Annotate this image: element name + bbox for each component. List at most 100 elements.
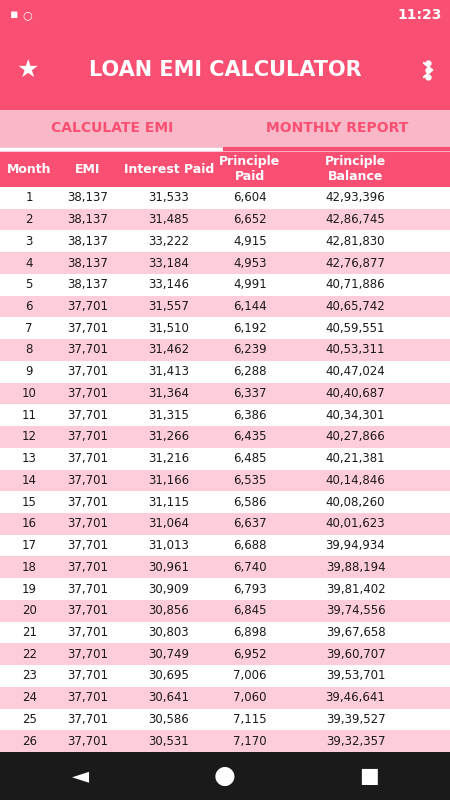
Bar [0, 30, 450, 110]
Text: 7,115: 7,115 [233, 713, 266, 726]
Text: 25: 25 [22, 713, 37, 726]
Text: LOAN EMI CALCULATOR: LOAN EMI CALCULATOR [89, 60, 361, 80]
Text: ◄: ◄ [72, 766, 90, 786]
Text: 15: 15 [22, 495, 37, 509]
Text: ■: ■ [359, 766, 379, 786]
Text: 6,652: 6,652 [233, 213, 266, 226]
Bar [0, 643, 450, 665]
Bar [0, 470, 450, 491]
Text: 42,76,877: 42,76,877 [325, 257, 386, 270]
Text: 39,53,701: 39,53,701 [326, 670, 385, 682]
Bar [0, 0, 450, 30]
Text: 4,915: 4,915 [233, 235, 266, 248]
Bar [0, 187, 450, 209]
Text: 40,08,260: 40,08,260 [326, 495, 385, 509]
Text: 40,65,742: 40,65,742 [326, 300, 385, 313]
Text: 37,701: 37,701 [67, 734, 108, 748]
Text: 37,701: 37,701 [67, 300, 108, 313]
Text: 33,222: 33,222 [148, 235, 189, 248]
Text: 30,695: 30,695 [148, 670, 189, 682]
Text: 40,59,551: 40,59,551 [326, 322, 385, 334]
Text: 40,34,301: 40,34,301 [326, 409, 385, 422]
Text: 31,266: 31,266 [148, 430, 189, 443]
Bar [0, 491, 450, 513]
Text: 7,170: 7,170 [233, 734, 266, 748]
Text: 6,604: 6,604 [233, 191, 266, 204]
Text: 6,192: 6,192 [233, 322, 266, 334]
Text: 23: 23 [22, 670, 37, 682]
Text: 38,137: 38,137 [68, 235, 108, 248]
Text: 39,94,934: 39,94,934 [326, 539, 385, 552]
Text: 42,81,830: 42,81,830 [326, 235, 385, 248]
Text: 42,93,396: 42,93,396 [326, 191, 385, 204]
Text: 6,144: 6,144 [233, 300, 266, 313]
Text: 6,740: 6,740 [233, 561, 266, 574]
Bar [0, 318, 450, 339]
Text: 39,88,194: 39,88,194 [326, 561, 385, 574]
Text: 37,701: 37,701 [67, 691, 108, 704]
Text: 6,898: 6,898 [233, 626, 266, 639]
Text: 37,701: 37,701 [67, 474, 108, 487]
Text: 38,137: 38,137 [68, 278, 108, 291]
Text: 6,688: 6,688 [233, 539, 266, 552]
Text: 20: 20 [22, 604, 37, 618]
Bar [0, 296, 450, 318]
Text: 39,60,707: 39,60,707 [326, 648, 385, 661]
Text: 38,137: 38,137 [68, 191, 108, 204]
Text: 7,060: 7,060 [233, 691, 266, 704]
Text: 38,137: 38,137 [68, 213, 108, 226]
Text: 31,166: 31,166 [148, 474, 189, 487]
Text: 31,462: 31,462 [148, 343, 189, 357]
Bar [0, 426, 450, 448]
Text: 7: 7 [26, 322, 33, 334]
Text: 22: 22 [22, 648, 37, 661]
Text: 33,146: 33,146 [148, 278, 189, 291]
Text: 31,315: 31,315 [148, 409, 189, 422]
Bar [0, 110, 450, 152]
Text: 37,701: 37,701 [67, 670, 108, 682]
Text: 40,01,623: 40,01,623 [326, 518, 385, 530]
Text: 19: 19 [22, 582, 37, 595]
Text: 37,701: 37,701 [67, 626, 108, 639]
Bar [0, 578, 450, 600]
Text: 40,21,381: 40,21,381 [326, 452, 385, 465]
Text: 26: 26 [22, 734, 37, 748]
Text: 37,701: 37,701 [67, 452, 108, 465]
Text: 31,533: 31,533 [148, 191, 189, 204]
Text: 12: 12 [22, 430, 37, 443]
Text: 4,991: 4,991 [233, 278, 266, 291]
Text: 6,952: 6,952 [233, 648, 266, 661]
Text: 10: 10 [22, 387, 37, 400]
Text: 39,32,357: 39,32,357 [326, 734, 385, 748]
Text: 30,586: 30,586 [148, 713, 189, 726]
Text: Principle
Balance: Principle Balance [325, 155, 386, 183]
Text: 31,216: 31,216 [148, 452, 189, 465]
Text: 37,701: 37,701 [67, 582, 108, 595]
Text: 8: 8 [26, 343, 33, 357]
Text: 2: 2 [26, 213, 33, 226]
Text: 37,701: 37,701 [67, 561, 108, 574]
Text: 14: 14 [22, 474, 37, 487]
Text: 37,701: 37,701 [67, 366, 108, 378]
Text: Interest Paid: Interest Paid [124, 163, 214, 176]
Text: 9: 9 [26, 366, 33, 378]
Text: 31,115: 31,115 [148, 495, 189, 509]
Text: 37,701: 37,701 [67, 430, 108, 443]
Text: 6,637: 6,637 [233, 518, 266, 530]
Text: 4: 4 [26, 257, 33, 270]
Text: 6,337: 6,337 [233, 387, 266, 400]
Bar [0, 252, 450, 274]
Text: 37,701: 37,701 [67, 713, 108, 726]
Text: ○: ○ [22, 10, 32, 20]
Bar [0, 448, 450, 470]
Text: 37,701: 37,701 [67, 343, 108, 357]
Text: 30,909: 30,909 [148, 582, 189, 595]
Bar [0, 709, 450, 730]
Text: 31,510: 31,510 [148, 322, 189, 334]
Text: 21: 21 [22, 626, 37, 639]
Text: 33,184: 33,184 [148, 257, 189, 270]
Bar [0, 622, 450, 643]
Bar [0, 687, 450, 709]
Text: 40,47,024: 40,47,024 [326, 366, 385, 378]
Text: EMI: EMI [75, 163, 100, 176]
